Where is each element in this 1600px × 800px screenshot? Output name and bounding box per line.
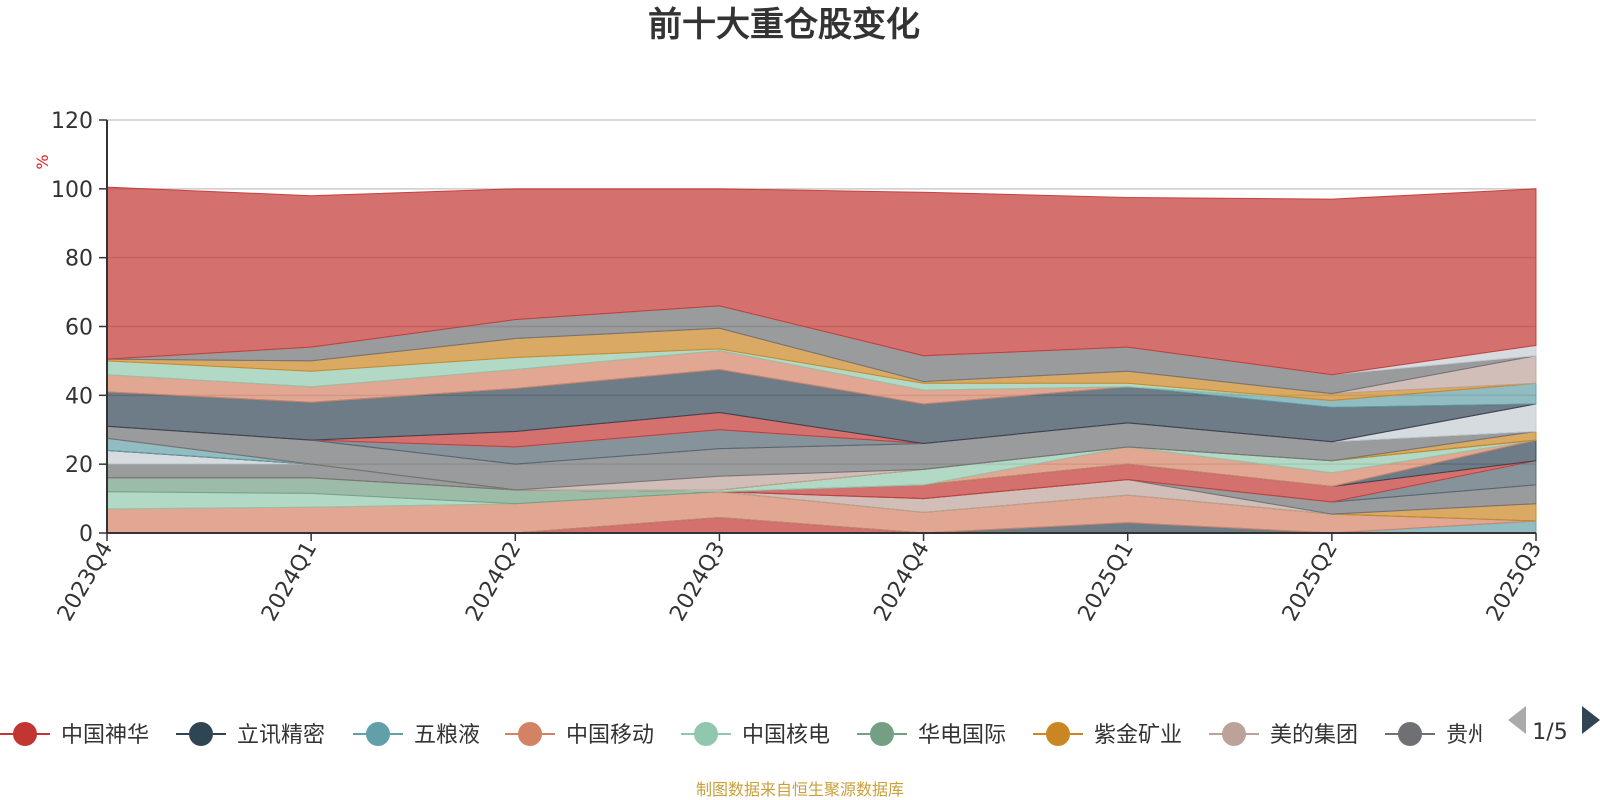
legend-label: 华电国际 xyxy=(918,723,1006,748)
legend-label: 中国移动 xyxy=(566,723,654,748)
legend-marker xyxy=(1398,722,1422,746)
legend-marker xyxy=(1222,722,1246,746)
x-tick-label: 2024Q3 xyxy=(665,538,730,626)
legend-item-中国神华[interactable]: 中国神华 xyxy=(0,722,149,748)
legend-item-贵州茅台[interactable]: 贵州茅台 xyxy=(1385,722,1534,748)
legend-marker xyxy=(694,722,718,746)
y-tick-label: 40 xyxy=(65,384,93,409)
y-tick-label: 0 xyxy=(79,522,93,547)
x-tick-label: 2025Q1 xyxy=(1074,538,1139,626)
legend-marker xyxy=(366,722,390,746)
y-tick-label: 100 xyxy=(51,178,93,203)
legend[interactable]: 中国神华 立讯精密 五粮液 中国移动 中国核电 华电国际 紫金矿业 美的集团 贵州茅台 xyxy=(0,722,1534,748)
legend-pager: 1/5 xyxy=(1508,706,1600,745)
x-tick-label: 2025Q3 xyxy=(1482,538,1547,626)
x-tick-label: 2024Q2 xyxy=(461,538,526,626)
y-axis-unit: % xyxy=(33,154,52,169)
legend-label: 美的集团 xyxy=(1270,723,1358,748)
axes xyxy=(99,119,1537,541)
legend-marker xyxy=(189,722,213,746)
legend-item-立讯精密[interactable]: 立讯精密 xyxy=(176,722,325,748)
legend-marker xyxy=(13,722,37,746)
legend-item-美的集团[interactable]: 美的集团 xyxy=(1209,722,1358,748)
legend-prev-page-icon[interactable] xyxy=(1508,706,1526,734)
legend-label: 中国神华 xyxy=(61,723,149,748)
y-tick-label: 120 xyxy=(51,109,93,134)
y-tick-label: 80 xyxy=(65,247,93,272)
legend-label: 五粮液 xyxy=(414,723,480,748)
legend-item-中国核电[interactable]: 中国核电 xyxy=(681,722,830,748)
legend-marker xyxy=(870,722,894,746)
legend-item-华电国际[interactable]: 华电国际 xyxy=(857,722,1006,748)
y-tick-label: 60 xyxy=(65,316,93,341)
legend-label: 贵州茅台 xyxy=(1446,723,1534,748)
legend-label: 立讯精密 xyxy=(237,723,325,748)
data-source-note: 制图数据来自恒生聚源数据库 xyxy=(696,780,904,799)
legend-item-中国移动[interactable]: 中国移动 xyxy=(505,722,654,748)
legend-marker xyxy=(518,722,542,746)
legend-next-page-icon[interactable] xyxy=(1582,706,1600,734)
legend-page-indicator: 1/5 xyxy=(1532,720,1567,745)
y-tick-labels: 0 20 40 60 80 100 120 xyxy=(51,109,93,547)
legend-item-紫金矿业[interactable]: 紫金矿业 xyxy=(1033,722,1182,748)
x-tick-label: 2024Q1 xyxy=(257,538,322,626)
chart-title: 前十大重仓股变化 xyxy=(648,5,920,45)
legend-label: 中国核电 xyxy=(742,723,830,748)
y-tick-label: 20 xyxy=(65,453,93,478)
legend-item-五粮液[interactable]: 五粮液 xyxy=(353,722,480,748)
x-tick-label: 2025Q2 xyxy=(1278,538,1343,626)
legend-marker xyxy=(1046,722,1070,746)
x-tick-label: 2024Q4 xyxy=(869,538,934,626)
area-其他 xyxy=(106,186,1537,376)
x-tick-labels: 2023Q4 2024Q1 2024Q2 2024Q3 2024Q4 2025Q1 2025… xyxy=(53,538,1547,626)
x-tick-label: 2023Q4 xyxy=(53,538,118,626)
legend-label: 紫金矿业 xyxy=(1094,723,1182,748)
area-series xyxy=(106,186,1537,534)
